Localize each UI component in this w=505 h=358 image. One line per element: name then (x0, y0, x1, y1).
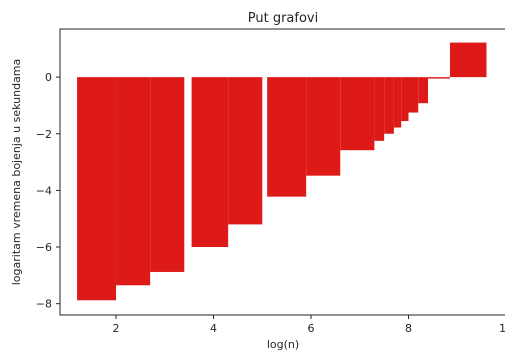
x-axis-label: log(n) (267, 338, 299, 351)
bar-2 (116, 77, 151, 286)
y-tick-label: 0 (45, 71, 52, 84)
bar-9 (374, 77, 385, 141)
bar-6 (267, 77, 307, 197)
bar-1 (77, 77, 117, 301)
bars-group (77, 42, 487, 301)
y-tick-label: −2 (36, 128, 52, 141)
bar-16 (449, 42, 487, 78)
x-tick-label: 4 (210, 322, 217, 335)
bar-5 (228, 77, 263, 225)
chart-title: Put grafovi (248, 11, 318, 26)
x-axis: 2 4 6 8 10 (113, 315, 505, 335)
y-axis-label: logaritam vremena bojenja u sekundama (10, 59, 23, 286)
bar-13 (408, 77, 419, 113)
plot-frame (59, 28, 505, 316)
x-tick-label: 10 (499, 322, 505, 335)
bar-14 (418, 77, 429, 104)
x-tick-label: 8 (405, 322, 412, 335)
bar-8 (340, 77, 375, 151)
bar-15 (428, 77, 450, 79)
bar-4 (191, 77, 229, 248)
bar-12 (401, 77, 409, 122)
bar-10 (384, 77, 394, 134)
y-tick-label: −6 (36, 241, 52, 254)
bar-11 (393, 77, 402, 128)
bar-7 (306, 77, 341, 176)
x-tick-label: 2 (113, 322, 120, 335)
y-tick-label: −8 (36, 298, 52, 311)
bar-3 (150, 77, 185, 272)
y-tick-label: −4 (36, 184, 52, 197)
y-axis: 0 −2 −4 −6 −8 (36, 71, 60, 311)
x-tick-label: 6 (308, 322, 315, 335)
